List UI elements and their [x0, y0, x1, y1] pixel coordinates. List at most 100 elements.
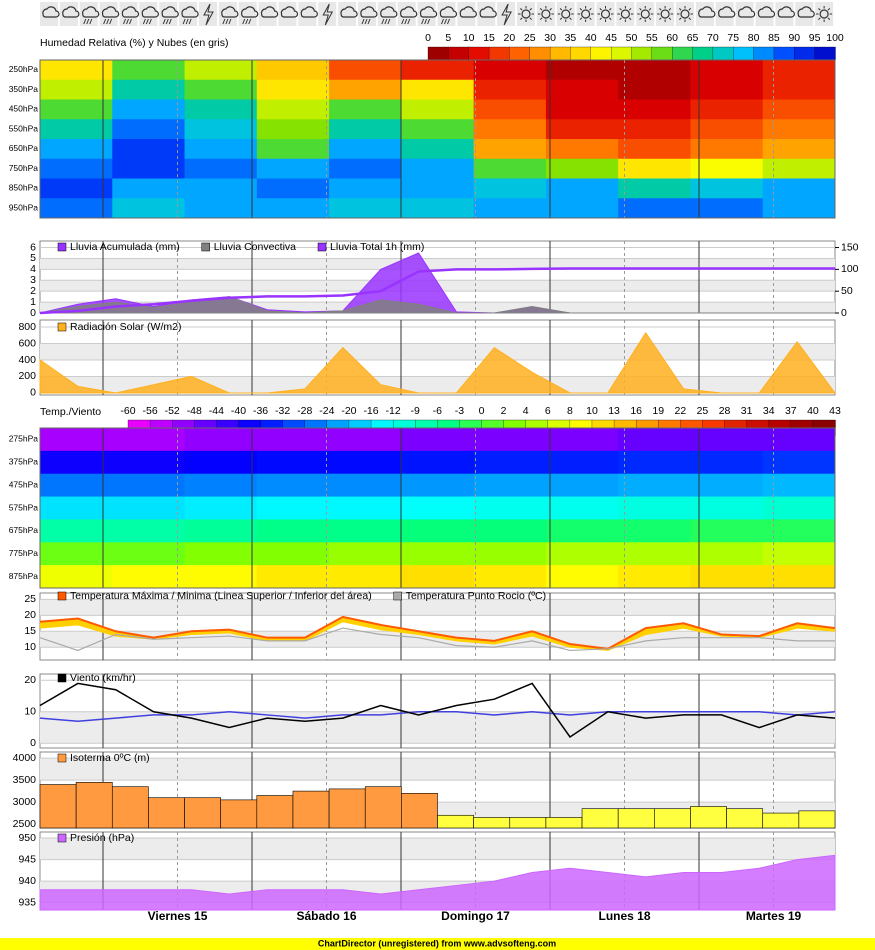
- heat-cell: [545, 565, 619, 589]
- footer-bar: [0, 938, 875, 950]
- level-label: 950hPa: [9, 202, 39, 212]
- heat-cell: [401, 60, 475, 81]
- colorbar-segment: [611, 46, 633, 61]
- heat-cell: [256, 565, 330, 589]
- cloud: [82, 6, 100, 18]
- drop: [245, 18, 249, 25]
- heat-cell: [40, 178, 113, 199]
- legend-swatch: [317, 242, 327, 252]
- heat-cell: [256, 542, 330, 566]
- sun: [600, 9, 611, 19]
- level-label: 550hPa: [9, 123, 39, 133]
- heat-cell: [762, 473, 836, 498]
- sun: [680, 9, 690, 19]
- weather-icon: [278, 2, 299, 26]
- ray: [529, 17, 533, 21]
- colorbar-segment: [488, 46, 511, 61]
- colorbar-tick-label: 80: [748, 32, 760, 44]
- drop: [384, 18, 388, 25]
- heat-cell: [473, 450, 547, 475]
- colorbar-tick-label: 45: [605, 32, 617, 44]
- ray: [688, 17, 692, 21]
- heat-cell: [690, 139, 764, 160]
- drop: [126, 18, 129, 25]
- ray: [628, 17, 632, 21]
- cloud: [340, 6, 358, 18]
- level-label: 875hPa: [9, 571, 39, 581]
- heat-cell: [112, 119, 186, 140]
- colorbar-tick-label: -32: [275, 405, 290, 417]
- colorbar-tick-label: 4: [523, 405, 529, 417]
- heat-cell: [256, 139, 330, 160]
- y-tick-label: 15: [24, 625, 36, 637]
- drop: [142, 18, 146, 25]
- colorbar-tick-label: -56: [143, 405, 158, 417]
- colorbar-tick-label: 43: [829, 405, 841, 417]
- icon-bg: [576, 2, 595, 26]
- heat-cell: [184, 119, 258, 140]
- heat-cell: [256, 119, 330, 140]
- heat-cell: [112, 428, 186, 452]
- heat-cell: [618, 139, 691, 160]
- weather-icons: [40, 2, 834, 26]
- drop: [441, 18, 444, 25]
- grid-band: [40, 758, 835, 781]
- ray: [827, 7, 831, 11]
- heat-cell: [690, 496, 764, 520]
- y-tick-label: 3000: [13, 796, 37, 808]
- cloud: [300, 6, 318, 18]
- level-label: 250hPa: [9, 64, 39, 74]
- heat-cell: [545, 496, 619, 520]
- heat-cell: [40, 519, 113, 543]
- heat-cell: [329, 60, 402, 81]
- footer: ChartDirector (unregistered) from www.ad…: [318, 938, 556, 948]
- day-label: Sábado 16: [296, 909, 356, 923]
- bolt: [203, 3, 214, 26]
- colorbar-segment: [549, 46, 572, 61]
- y-tick-label: 600: [18, 337, 36, 349]
- heat-cell: [690, 450, 764, 475]
- legend-swatch: [57, 753, 67, 763]
- heat-cell: [256, 158, 330, 179]
- heat-cell: [473, 565, 547, 589]
- colorbar-tick-label: 75: [727, 32, 739, 44]
- y-tick-label: 6: [30, 241, 36, 253]
- y-tick-label: 0: [30, 387, 36, 399]
- colorbar-tick-label: 85: [768, 32, 780, 44]
- heat-cell: [473, 158, 547, 179]
- drop: [145, 18, 149, 25]
- icon-bg: [616, 2, 635, 26]
- heat-cell: [112, 139, 186, 160]
- heat-cell: [329, 198, 402, 219]
- sun: [819, 9, 829, 19]
- ray: [519, 7, 523, 11]
- heat-cell: [762, 198, 836, 219]
- icon-bg: [636, 2, 655, 26]
- y-tick-label: 5: [30, 252, 36, 264]
- y-tick-label: 0: [30, 737, 36, 749]
- weather-icon: [477, 2, 497, 26]
- colorbar-tick-label: 6: [545, 405, 551, 417]
- heat-cell: [762, 565, 836, 589]
- day-label: Martes 19: [746, 909, 802, 923]
- heat-cell: [40, 158, 113, 179]
- colorbar-tick-label: 50: [626, 32, 638, 44]
- heat-cell: [618, 496, 691, 520]
- heat-cell: [618, 79, 691, 100]
- heat-cell: [618, 99, 691, 120]
- cloud: [737, 6, 756, 18]
- ray: [818, 7, 821, 11]
- bolt: [501, 3, 512, 26]
- heat-cell: [112, 158, 186, 179]
- colorbar-segment: [672, 46, 694, 61]
- heat-cell: [256, 178, 330, 199]
- bar: [509, 817, 547, 829]
- legend-label: Radiación Solar (W/m2): [70, 321, 181, 333]
- heat-cell: [690, 99, 764, 120]
- sun: [521, 9, 531, 19]
- heat-cell: [401, 496, 475, 520]
- heat-cell: [40, 473, 113, 498]
- legend-label: Lluvia Total 1h (mm): [330, 241, 424, 253]
- colorbar-tick-label: -24: [319, 405, 334, 417]
